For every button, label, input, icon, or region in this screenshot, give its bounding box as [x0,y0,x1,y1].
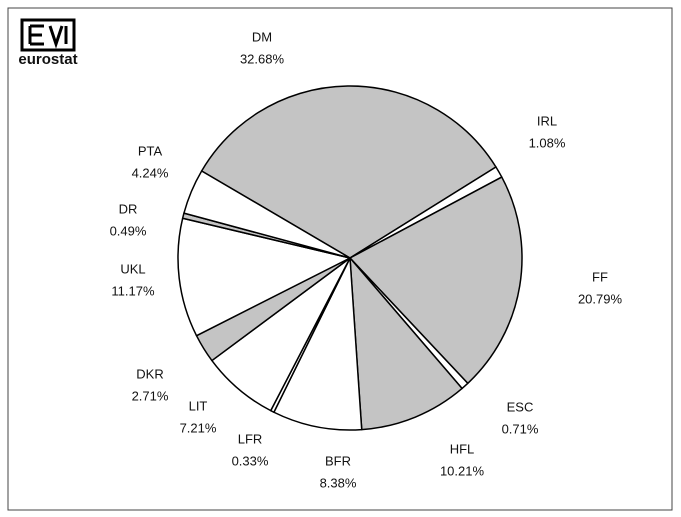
logo-mark [28,24,68,49]
slice-label: PTA [138,143,163,158]
slice-value-label: 0.33% [232,453,269,468]
slice-label: ESC [507,399,534,414]
slice-label: HFL [450,441,475,456]
slice-value-label: 11.17% [111,283,155,298]
slice-value-label: 0.71% [502,421,539,436]
slice-label: LFR [238,431,263,446]
slice-value-label: 2.71% [132,388,169,403]
slice-value-label: 1.08% [529,135,566,150]
pie-slice [200,85,497,259]
slice-value-label: 4.24% [132,165,169,180]
pie-slice [349,257,463,431]
slice-value-label: 20.79% [578,291,623,306]
slice-value-label: 10.21% [440,463,485,478]
slice-label: FF [592,269,608,284]
pie-slice [349,176,523,385]
slice-label: BFR [325,453,351,468]
slice-value-label: 0.49% [110,223,147,238]
logo: eurostat [18,18,78,68]
logo-text: eurostat [18,51,77,68]
pie-slice [183,170,351,259]
frame [7,7,673,511]
slice-label: DKR [136,366,163,381]
slice-label: DM [252,29,272,44]
slice-value-label: 32.68% [240,51,285,66]
slice-label: IRL [537,113,557,128]
slice-label: UKL [120,261,145,276]
logo-box [20,18,76,52]
slice-value-label: 8.38% [320,475,357,490]
slice-value-label: 7.21% [180,420,217,435]
pie-slice [273,257,363,431]
pie-slice [177,217,351,337]
slice-label: LIT [189,398,208,413]
slice-label: DR [119,201,138,216]
